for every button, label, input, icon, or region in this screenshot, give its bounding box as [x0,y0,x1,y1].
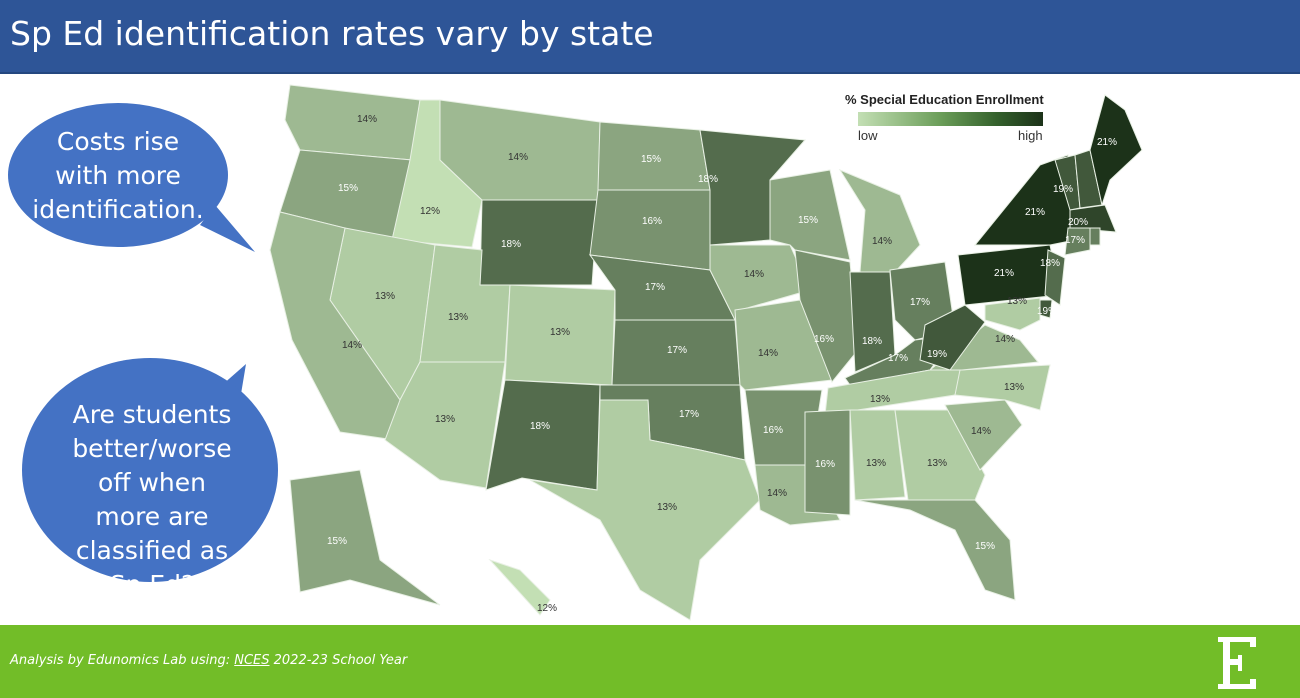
state-label-md: 13% [1007,296,1027,307]
state-label-in: 18% [862,336,882,347]
footer-bar: Analysis by Edunomics Lab using: NCES 20… [0,625,1300,698]
state-ri [1089,227,1101,246]
state-label-co: 13% [550,327,570,338]
edunomics-logo-icon [1218,637,1256,689]
state-label-ak: 15% [327,536,347,547]
bubble-costs-text: Costs rise with more identification. [32,127,204,224]
speech-bubble-costs [200,205,255,252]
state-label-ks: 17% [667,345,687,356]
state-label-fl: 15% [975,541,995,552]
state-label-az: 13% [435,414,455,425]
legend-high-label: high [1018,128,1043,143]
state-label-ar: 16% [763,425,783,436]
page-title: Sp Ed identification rates vary by state [10,14,654,53]
credit-suffix: 2022-23 School Year [269,653,408,668]
speech-bubble-costs-body [8,103,228,247]
state-mi [838,168,921,273]
state-label-nv: 13% [375,291,395,302]
state-label-ma: 20% [1068,217,1088,228]
state-label-sd: 16% [642,216,662,227]
state-tn [824,369,963,416]
state-label-mt: 14% [508,152,528,163]
state-label-hi: 12% [537,603,557,614]
state-sc [944,399,1023,471]
state-label-al: 13% [866,458,886,469]
source-credit: Analysis by Edunomics Lab using: NCES 20… [10,653,407,668]
state-label-va: 14% [995,334,1015,345]
state-label-wv: 19% [927,349,947,360]
state-label-tx: 13% [657,502,677,513]
state-label-ct: 17% [1065,235,1085,246]
state-label-oh: 17% [910,297,930,308]
state-label-mo: 14% [758,348,778,359]
state-hi [488,558,551,616]
state-ms [804,409,851,516]
state-md [984,297,1041,331]
speech-bubble-question-body [22,358,278,582]
state-label-la: 14% [767,488,787,499]
state-il [794,249,859,383]
state-label-ok: 17% [679,409,699,420]
state-label-pa: 21% [994,268,1014,279]
state-label-ms: 16% [815,459,835,470]
state-label-wa: 14% [357,114,377,125]
nces-link[interactable]: NCES [234,653,270,668]
state-ak [289,469,441,606]
bubble-question-text: Are students better/worse off when more … [72,400,232,599]
state-wa [284,84,421,161]
state-tx [529,399,761,621]
state-label-mi: 14% [872,236,892,247]
state-label-il: 16% [814,334,834,345]
state-label-nj: 18% [1040,258,1060,269]
state-label-ia: 14% [744,269,764,280]
state-mo [734,299,833,391]
state-label-nc: 13% [1004,382,1024,393]
legend-title: % Special Education Enrollment [845,92,1044,107]
state-nj [1044,249,1066,306]
state-label-mn: 18% [698,174,718,185]
state-az [384,361,506,489]
state-label-sc: 14% [971,426,991,437]
state-nm [485,379,601,491]
state-wy [479,199,599,286]
state-label-wi: 15% [798,215,818,226]
state-label-me: 21% [1097,137,1117,148]
state-wv [919,304,986,371]
state-ct [1064,227,1091,256]
state-label-ky: 17% [888,353,908,364]
state-nc [954,364,1051,411]
state-label-nm: 18% [530,421,550,432]
state-label-ga: 13% [927,458,947,469]
state-al [849,409,906,501]
legend-low-label: low [858,128,878,143]
state-ma [1069,204,1117,233]
state-label-nd: 15% [641,154,661,165]
state-label-ny: 21% [1025,207,1045,218]
state-ga [894,409,986,501]
legend-gradient [858,112,1043,126]
state-label-vt: 19% [1053,184,1073,195]
credit-prefix: Analysis by Edunomics Lab using: [10,653,235,668]
state-label-ca: 14% [342,340,362,351]
state-label-wy: 18% [501,239,521,250]
state-label-ne: 17% [645,282,665,293]
state-label-tn: 13% [870,394,890,405]
state-label-ut: 13% [448,312,468,323]
header-bar: Sp Ed identification rates vary by state [0,0,1300,74]
state-label-de: 19% [1037,306,1057,317]
state-label-or: 15% [338,183,358,194]
state-fl [854,499,1016,601]
state-label-id: 12% [420,206,440,217]
